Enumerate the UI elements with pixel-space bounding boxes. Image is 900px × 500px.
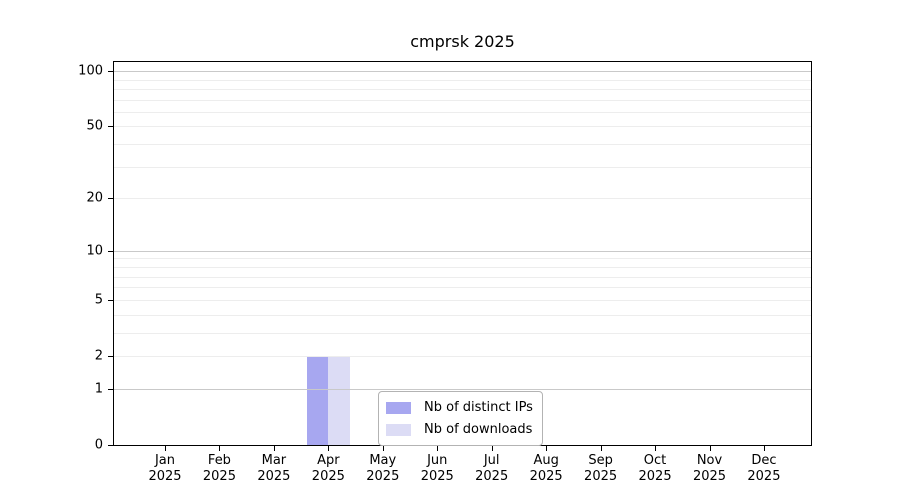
grid-line-minor	[114, 144, 811, 146]
x-tick-label: Aug 2025	[529, 453, 563, 484]
y-tick-label: 2	[94, 348, 103, 364]
grid-line-minor	[114, 111, 811, 113]
x-tick-label: May 2025	[366, 453, 400, 484]
x-tick-mark	[655, 445, 657, 451]
x-tick-label: Jul 2025	[475, 453, 509, 484]
y-tick-mark	[108, 445, 114, 446]
plot-area: Nb of distinct IPs Nb of downloads 0 1 2 5 1…	[78, 61, 812, 484]
y-tick-mark	[108, 299, 114, 301]
x-tick-mark	[491, 445, 493, 451]
grid-line-minor	[114, 258, 811, 260]
x-tick-label: Oct 2025	[638, 453, 672, 484]
x-tick-label: Jan 2025	[148, 453, 182, 484]
x-tick-label: Dec 2025	[747, 453, 781, 484]
y-tick-label: 100	[78, 63, 103, 79]
y-tick-mark	[108, 126, 114, 128]
legend-swatch-distinct-ips	[386, 401, 411, 414]
x-tick-mark	[382, 445, 384, 451]
chart-title: cmprsk 2025	[410, 32, 515, 51]
grid-line-minor	[114, 299, 811, 301]
legend-label-downloads: Nb of downloads	[424, 422, 533, 437]
grid-line-minor	[114, 88, 811, 90]
grid-line-minor	[114, 276, 811, 278]
x-tick-mark	[273, 445, 275, 451]
y-tick-label: 0	[94, 437, 103, 453]
x-tick-label: Apr 2025	[311, 453, 345, 484]
grid-line-minor	[114, 287, 811, 289]
grid-line-minor	[114, 355, 811, 357]
x-tick-mark	[600, 445, 602, 451]
y-tick-mark	[108, 355, 114, 357]
x-tick-label: Feb 2025	[202, 453, 236, 484]
grid-line-minor	[114, 314, 811, 316]
x-tick-label: Mar 2025	[257, 453, 291, 484]
grid-line-minor	[114, 79, 811, 81]
bar-downloads	[328, 356, 351, 445]
y-tick-label: 10	[86, 243, 103, 259]
y-tick-label: 20	[86, 190, 103, 206]
y-tick-mark	[108, 250, 114, 252]
x-tick-mark	[437, 445, 439, 451]
grid-line-major	[114, 250, 811, 252]
y-tick-label: 50	[86, 118, 103, 134]
grid-line-minor	[114, 332, 811, 334]
y-tick-label: 1	[94, 381, 103, 397]
y-tick-mark	[108, 198, 114, 200]
x-tick-mark	[219, 445, 221, 451]
grid-line-minor	[114, 266, 811, 268]
legend-row-downloads: Nb of downloads	[386, 419, 533, 440]
x-tick-label: Nov 2025	[692, 453, 727, 484]
legend: Nb of distinct IPs Nb of downloads	[378, 391, 543, 446]
legend-swatch-downloads	[386, 423, 411, 436]
y-tick-label: 5	[94, 292, 103, 308]
x-tick-label: Jun 2025	[420, 453, 454, 484]
grid-line-major	[114, 388, 811, 390]
x-tick-label: Sep 2025	[584, 453, 618, 484]
x-tick-mark	[709, 445, 711, 451]
grid-line-minor	[114, 99, 811, 101]
grid-line-major	[114, 71, 811, 73]
grid-line-minor	[114, 126, 811, 128]
x-tick-mark	[763, 445, 765, 451]
x-tick-mark	[546, 445, 548, 451]
y-tick-mark	[108, 388, 114, 390]
legend-label-distinct-ips: Nb of distinct IPs	[424, 400, 533, 415]
x-tick-mark	[328, 445, 330, 451]
y-tick-mark	[108, 71, 114, 73]
x-tick-mark	[165, 445, 166, 451]
bar-distinct-ips	[306, 356, 329, 445]
grid-line-minor	[114, 198, 811, 200]
legend-row-distinct-ips: Nb of distinct IPs	[386, 397, 533, 418]
grid-line-minor	[114, 166, 811, 168]
